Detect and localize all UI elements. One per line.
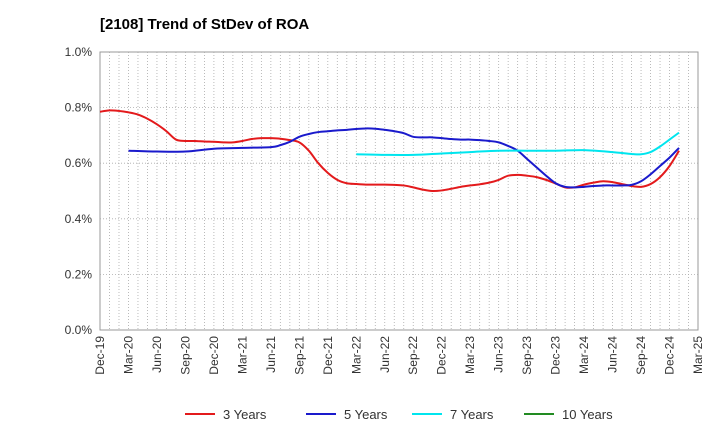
x-tick-label: Jun-21 bbox=[264, 336, 278, 373]
legend-label-7-years: 7 Years bbox=[450, 407, 494, 422]
plot-frame bbox=[99, 51, 699, 331]
x-tick-label: Sep-24 bbox=[634, 336, 648, 375]
x-tick-label: Jun-24 bbox=[606, 336, 620, 373]
y-tick-label: 0.2% bbox=[65, 267, 93, 281]
x-tick-label: Sep-22 bbox=[406, 336, 420, 375]
series-line-5-years bbox=[128, 127, 680, 189]
x-tick-label: Mar-20 bbox=[121, 336, 135, 374]
x-tick-label: Mar-25 bbox=[691, 336, 705, 374]
x-tick-label: Sep-21 bbox=[292, 336, 306, 375]
chart-title: [2108] Trend of StDev of ROA bbox=[100, 16, 309, 33]
x-tick-label: Dec-20 bbox=[207, 336, 221, 375]
y-tick-label: 0.0% bbox=[65, 323, 93, 337]
legend-label-3-years: 3 Years bbox=[223, 407, 267, 422]
legend: 3 Years 5 Years 7 Years 10 Years bbox=[185, 407, 613, 422]
series-line-3-years bbox=[99, 109, 680, 193]
x-tick-label: Sep-23 bbox=[520, 336, 534, 375]
x-tick-label: Mar-24 bbox=[577, 336, 591, 374]
y-axis-tick-labels: 0.0% 0.2% 0.4% 0.6% 0.8% 1.0% bbox=[65, 45, 93, 337]
x-tick-label: Sep-20 bbox=[178, 336, 192, 375]
x-tick-label: Jun-20 bbox=[150, 336, 164, 373]
y-tick-label: 1.0% bbox=[65, 45, 93, 59]
x-tick-label: Dec-23 bbox=[549, 336, 563, 375]
x-axis-tick-labels: Dec-19 Mar-20 Jun-20 Sep-20 Dec-20 Mar-21 Jun-… bbox=[93, 336, 705, 375]
x-tick-label: Jun-23 bbox=[492, 336, 506, 373]
x-tick-label: Dec-24 bbox=[663, 336, 677, 375]
x-tick-label: Dec-22 bbox=[435, 336, 449, 375]
x-tick-label: Dec-21 bbox=[321, 336, 335, 375]
series-line-7-years bbox=[356, 131, 680, 156]
series-lines bbox=[99, 109, 680, 193]
y-tick-label: 0.4% bbox=[65, 212, 93, 226]
y-tick-label: 0.8% bbox=[65, 101, 93, 115]
legend-label-10-years: 10 Years bbox=[562, 407, 613, 422]
plot-area bbox=[99, 51, 699, 331]
x-tick-label: Mar-21 bbox=[235, 336, 249, 374]
x-tick-label: Jun-22 bbox=[378, 336, 392, 373]
y-tick-label: 0.6% bbox=[65, 156, 93, 170]
x-tick-label: Mar-23 bbox=[463, 336, 477, 374]
legend-label-5-years: 5 Years bbox=[344, 407, 388, 422]
x-tick-label: Mar-22 bbox=[349, 336, 363, 374]
x-tick-label: Dec-19 bbox=[93, 336, 107, 375]
